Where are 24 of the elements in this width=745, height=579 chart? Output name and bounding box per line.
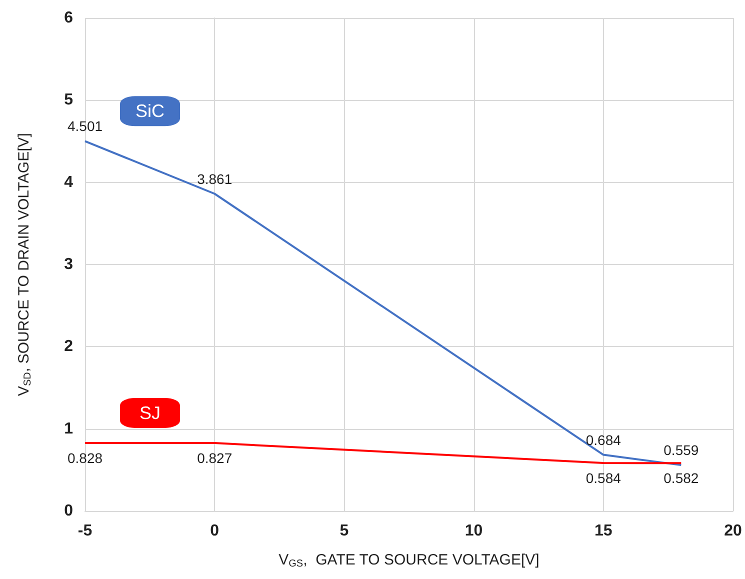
- x-tick-label: 0: [210, 522, 220, 540]
- data-label: 0.828: [67, 450, 103, 466]
- x-tick-label: 15: [594, 522, 612, 540]
- x-tick-label: 5: [340, 522, 349, 540]
- data-label: 4.501: [67, 118, 103, 134]
- y-axis-title: VSD, SOURCE TO DRAIN VOLTAGE[V]: [16, 133, 34, 396]
- data-label: 3.861: [197, 170, 232, 187]
- y-tick-label: 6: [64, 10, 74, 26]
- x-tick-label: 20: [724, 522, 742, 540]
- y-tick-label: 1: [64, 420, 74, 438]
- x-tick-label: 10: [464, 522, 483, 540]
- x-tick-label: -5: [78, 522, 92, 540]
- text: SiC: [135, 101, 165, 122]
- y-tick-label: 5: [64, 92, 74, 109]
- data-label: 0.582: [664, 470, 699, 486]
- y-tick-label: 2: [64, 338, 74, 356]
- data-label: 0.827: [197, 450, 232, 466]
- data-label: 0.584: [586, 470, 622, 486]
- y-tick-label: 4: [64, 174, 74, 191]
- y-tick-label: 3: [64, 256, 74, 273]
- data-label: 0.559: [664, 442, 699, 458]
- data-label: 0.684: [586, 432, 622, 448]
- y-tick-label: 0: [64, 502, 74, 520]
- series-label: SJ: [139, 402, 161, 423]
